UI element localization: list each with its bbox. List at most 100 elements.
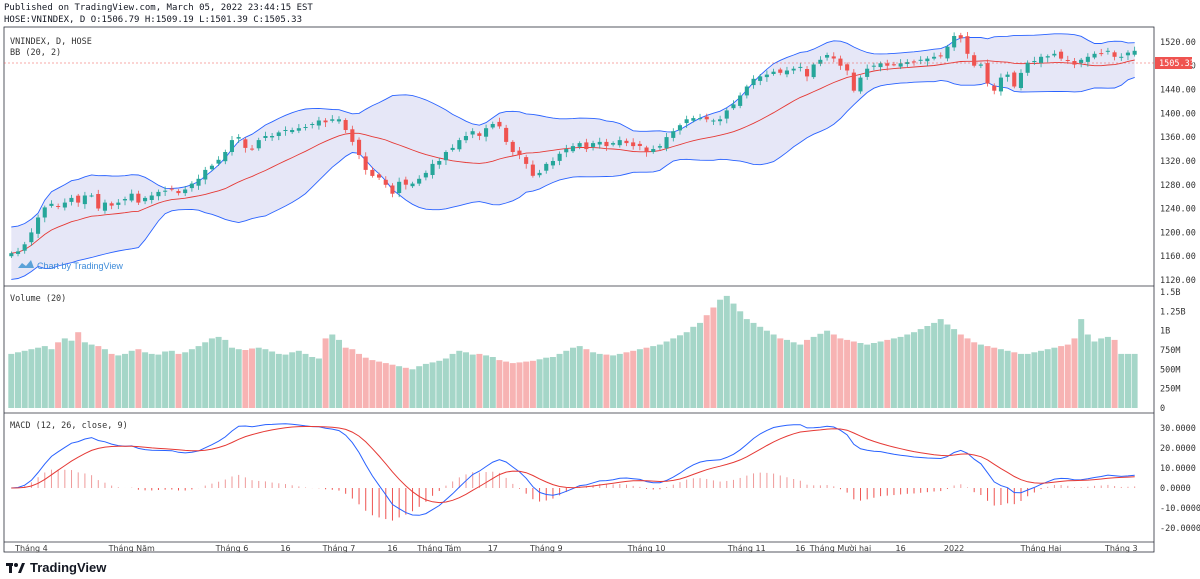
volume-bar[interactable] [864, 344, 871, 408]
volume-bar[interactable] [489, 357, 496, 408]
volume-bar[interactable] [890, 338, 897, 408]
candle[interactable] [243, 137, 248, 153]
volume-bar[interactable] [870, 343, 877, 408]
volume-bar[interactable] [1058, 346, 1065, 408]
volume-bar[interactable] [148, 353, 155, 408]
candle[interactable] [604, 138, 609, 151]
candle[interactable] [764, 70, 769, 82]
volume-bar[interactable] [1004, 350, 1011, 408]
volume-bar[interactable] [222, 339, 229, 408]
candle[interactable] [236, 134, 241, 143]
volume-bar[interactable] [1064, 344, 1071, 408]
candle[interactable] [1079, 57, 1084, 68]
candle[interactable] [905, 59, 910, 68]
volume-bar[interactable] [757, 326, 764, 408]
volume-bar[interactable] [376, 361, 383, 408]
candle[interactable] [1012, 70, 1017, 89]
candle[interactable] [143, 196, 148, 205]
volume-bar[interactable] [1125, 353, 1131, 408]
volume-bar[interactable] [523, 361, 530, 408]
candle[interactable] [1025, 60, 1030, 76]
candle[interactable] [831, 52, 836, 63]
volume-bar[interactable] [416, 366, 423, 408]
volume-bar[interactable] [322, 338, 329, 408]
volume-bar[interactable] [737, 311, 744, 408]
candle[interactable] [336, 116, 341, 124]
volume-bar[interactable] [984, 346, 991, 408]
candle[interactable] [330, 115, 335, 123]
candle[interactable] [998, 73, 1003, 96]
candle[interactable] [423, 170, 428, 181]
candle[interactable] [62, 198, 67, 211]
candle[interactable] [216, 156, 221, 166]
candle[interactable] [550, 157, 555, 169]
candle[interactable] [932, 52, 937, 61]
volume-bar[interactable] [730, 303, 737, 408]
volume-bar[interactable] [971, 342, 978, 408]
volume-bar[interactable] [536, 359, 543, 408]
volume-bar[interactable] [643, 347, 650, 408]
candle[interactable] [530, 160, 535, 178]
candle[interactable] [270, 132, 275, 141]
candle[interactable] [557, 151, 562, 166]
candle[interactable] [911, 59, 916, 66]
volume-bar[interactable] [777, 338, 784, 408]
candle[interactable] [1045, 54, 1050, 63]
volume-bar[interactable] [302, 353, 309, 408]
candle[interactable] [704, 113, 709, 123]
candle[interactable] [497, 117, 502, 129]
candle[interactable] [651, 145, 656, 154]
candle[interactable] [176, 189, 181, 196]
volume-bar[interactable] [1098, 338, 1105, 408]
candle[interactable] [390, 183, 395, 198]
candle[interactable] [891, 61, 896, 67]
candle[interactable] [403, 176, 408, 190]
candle[interactable] [1005, 71, 1010, 82]
volume-bar[interactable] [449, 353, 456, 408]
candle[interactable] [29, 228, 34, 246]
candle[interactable] [484, 124, 489, 142]
footer-brand[interactable]: TradingView [6, 560, 106, 575]
candle[interactable] [69, 194, 74, 206]
volume-bar[interactable] [215, 336, 222, 408]
candle[interactable] [183, 185, 188, 197]
candle[interactable] [1125, 50, 1130, 61]
volume-bar[interactable] [877, 341, 884, 409]
volume-bar[interactable] [884, 339, 891, 408]
volume-bar[interactable] [168, 350, 175, 408]
candle[interactable] [89, 193, 94, 198]
price-pane[interactable] [9, 32, 1137, 280]
volume-bar[interactable] [576, 346, 583, 408]
volume-bar[interactable] [837, 338, 844, 408]
candle[interactable] [992, 83, 997, 95]
candle[interactable] [858, 75, 863, 94]
volume-bar[interactable] [75, 332, 82, 408]
volume-bar[interactable] [101, 349, 108, 408]
candle[interactable] [1112, 50, 1117, 61]
candle[interactable] [691, 115, 696, 123]
candle[interactable] [972, 52, 977, 68]
volume-bar[interactable] [396, 366, 403, 408]
macd-pane[interactable] [11, 423, 1136, 521]
volume-bar[interactable] [904, 334, 911, 409]
candle[interactable] [805, 66, 810, 82]
volume-bar[interactable] [295, 350, 302, 408]
candle[interactable] [544, 162, 549, 174]
candle[interactable] [343, 118, 348, 133]
volume-bar[interactable] [28, 349, 35, 408]
candle[interactable] [102, 199, 107, 214]
candle[interactable] [323, 118, 328, 128]
volume-bar[interactable] [436, 360, 443, 408]
candle[interactable] [925, 56, 930, 66]
volume-bar[interactable] [1024, 353, 1031, 408]
candle[interactable] [129, 189, 134, 203]
candle[interactable] [250, 145, 255, 151]
volume-bar[interactable] [790, 342, 797, 408]
candle[interactable] [209, 163, 214, 171]
candle[interactable] [283, 126, 288, 136]
candle[interactable] [825, 52, 830, 61]
volume-bar[interactable] [1051, 347, 1058, 408]
candle[interactable] [698, 113, 703, 121]
candle[interactable] [570, 143, 575, 153]
candle[interactable] [56, 203, 61, 210]
